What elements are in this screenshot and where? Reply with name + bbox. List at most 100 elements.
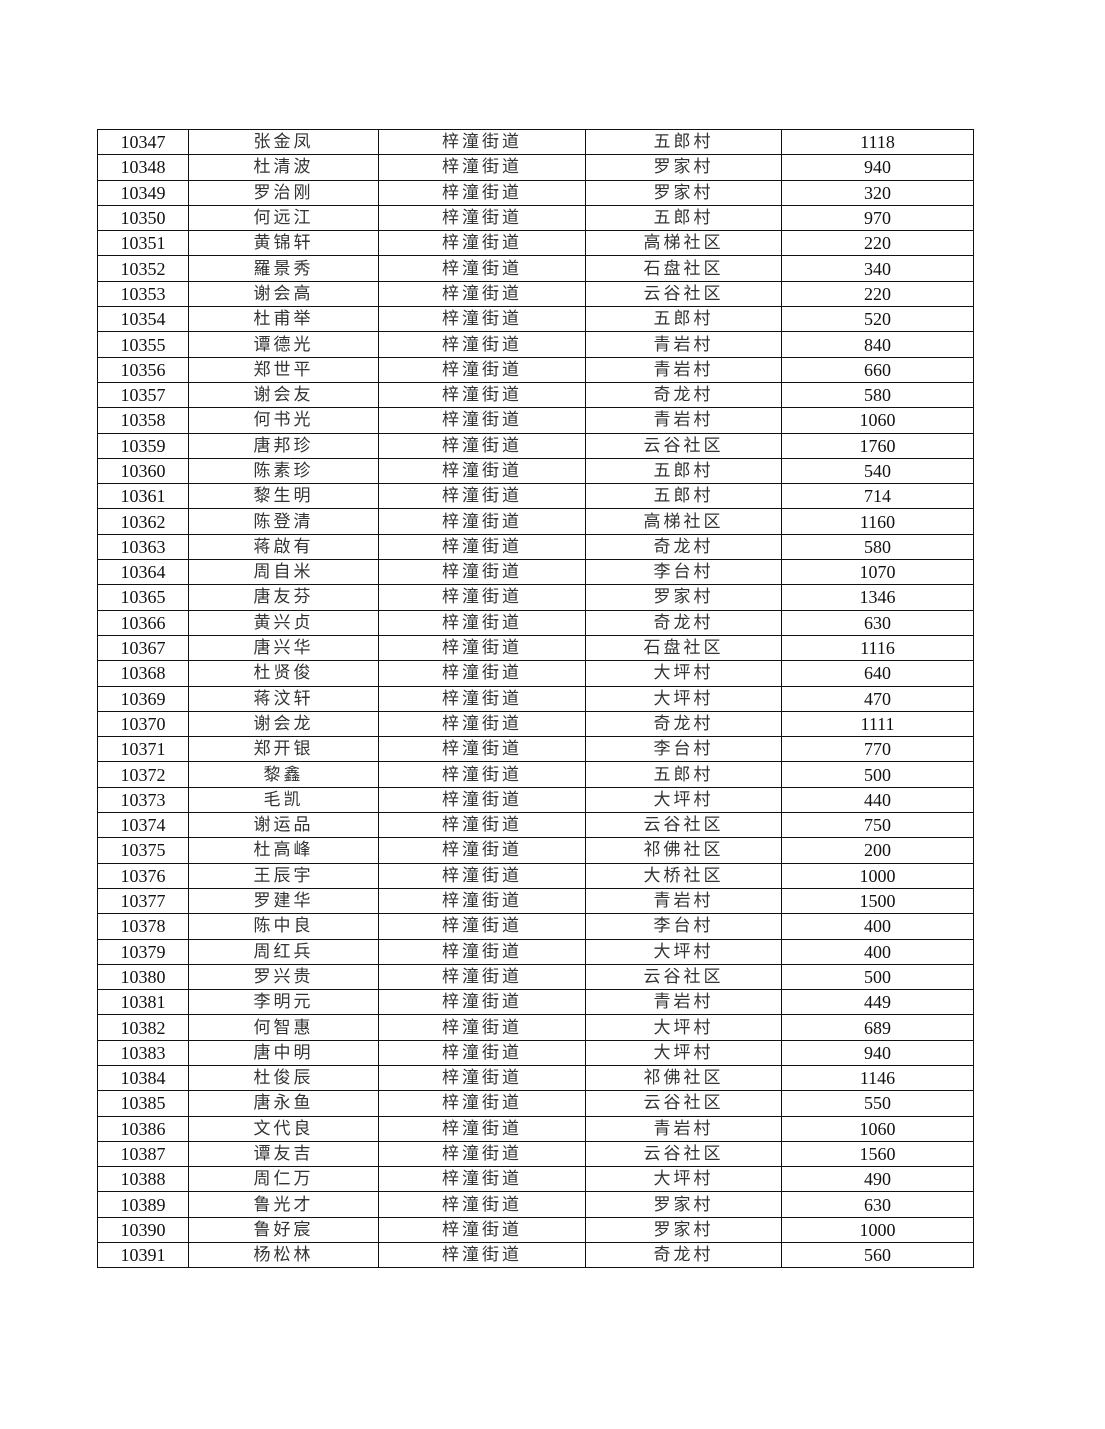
street-cell: 梓潼街道 — [378, 1039, 586, 1066]
person-name-cell: 陈素珍 — [188, 457, 379, 485]
amount-cell: 750 — [781, 812, 974, 839]
street-cell: 梓潼街道 — [378, 837, 586, 864]
amount-cell: 1118 — [781, 128, 974, 156]
record-id-cell: 10379 — [97, 938, 189, 965]
person-name-cell: 陈登清 — [188, 508, 379, 535]
village-cell: 大坪村 — [585, 1039, 782, 1066]
village-cell: 大桥社区 — [585, 862, 782, 889]
village-cell: 李台村 — [585, 736, 782, 763]
amount-cell: 449 — [781, 989, 974, 1016]
table-row: 10349 罗治刚 梓潼街道 罗家村 320 — [97, 179, 974, 206]
record-id-cell: 10366 — [97, 609, 189, 636]
table-row: 10375 杜高峰 梓潼街道 祁佛社区 200 — [97, 837, 974, 864]
street-cell: 梓潼街道 — [378, 887, 586, 915]
amount-cell: 640 — [781, 660, 974, 687]
amount-cell: 320 — [781, 179, 974, 206]
person-name-cell: 杨松林 — [188, 1242, 379, 1269]
street-cell: 梓潼街道 — [378, 609, 586, 636]
village-cell: 青岩村 — [585, 331, 782, 358]
street-cell: 梓潼街道 — [378, 989, 586, 1016]
record-id-cell: 10358 — [97, 407, 189, 434]
amount-cell: 500 — [781, 963, 974, 991]
record-id-cell: 10365 — [97, 584, 189, 611]
street-cell: 梓潼街道 — [378, 306, 586, 333]
table-row: 10391 杨松林 梓潼街道 奇龙村 560 — [97, 1242, 974, 1269]
table-row: 10370 谢会龙 梓潼街道 奇龙村 1111 — [97, 710, 974, 738]
village-cell: 石盘社区 — [585, 255, 782, 282]
amount-cell: 490 — [781, 1166, 974, 1193]
record-id-cell: 10353 — [97, 280, 189, 308]
amount-cell: 1146 — [781, 1064, 974, 1092]
record-id-cell: 10357 — [97, 381, 189, 409]
records-table: 10347 张金凤 梓潼街道 五郎村 1118 10348 杜清波 梓潼街道 罗家村 940 103… — [97, 128, 974, 1269]
amount-cell: 470 — [781, 685, 974, 712]
record-id-cell: 10380 — [97, 963, 189, 991]
person-name-cell: 谭友吉 — [188, 1140, 379, 1168]
person-name-cell: 黄锦轩 — [188, 230, 379, 257]
person-name-cell: 唐永鱼 — [188, 1090, 379, 1117]
village-cell: 李台村 — [585, 559, 782, 586]
table-row: 10365 唐友芬 梓潼街道 罗家村 1346 — [97, 584, 974, 611]
village-cell: 青岩村 — [585, 887, 782, 915]
table-row: 10384 杜俊辰 梓潼街道 祁佛社区 1146 — [97, 1064, 974, 1092]
person-name-cell: 唐友芬 — [188, 584, 379, 611]
table-row: 10374 谢运品 梓潼街道 云谷社区 750 — [97, 812, 974, 839]
village-cell: 奇龙村 — [585, 710, 782, 738]
village-cell: 青岩村 — [585, 1115, 782, 1142]
table-row: 10385 唐永鱼 梓潼街道 云谷社区 550 — [97, 1090, 974, 1117]
person-name-cell: 鲁好宸 — [188, 1216, 379, 1244]
table-row: 10364 周自米 梓潼街道 李台村 1070 — [97, 559, 974, 586]
village-cell: 五郎村 — [585, 204, 782, 232]
person-name-cell: 何书光 — [188, 407, 379, 434]
person-name-cell: 何远江 — [188, 204, 379, 232]
table-row: 10387 谭友吉 梓潼街道 云谷社区 1560 — [97, 1140, 974, 1168]
village-cell: 青岩村 — [585, 989, 782, 1016]
amount-cell: 220 — [781, 280, 974, 308]
record-id-cell: 10374 — [97, 812, 189, 839]
person-name-cell: 谢会高 — [188, 280, 379, 308]
street-cell: 梓潼街道 — [378, 508, 586, 535]
amount-cell: 1346 — [781, 584, 974, 611]
record-id-cell: 10355 — [97, 331, 189, 358]
street-cell: 梓潼街道 — [378, 710, 586, 738]
table-row: 10361 黎生明 梓潼街道 五郎村 714 — [97, 483, 974, 510]
village-cell: 大坪村 — [585, 1166, 782, 1193]
person-name-cell: 唐中明 — [188, 1039, 379, 1066]
amount-cell: 560 — [781, 1242, 974, 1269]
person-name-cell: 张金凤 — [188, 128, 379, 156]
person-name-cell: 陈中良 — [188, 913, 379, 940]
street-cell: 梓潼街道 — [378, 128, 586, 156]
street-cell: 梓潼街道 — [378, 736, 586, 763]
person-name-cell: 郑世平 — [188, 356, 379, 383]
table-row: 10382 何智惠 梓潼街道 大坪村 689 — [97, 1014, 974, 1041]
street-cell: 梓潼街道 — [378, 963, 586, 991]
table-row: 10359 唐邦珍 梓潼街道 云谷社区 1760 — [97, 432, 974, 459]
record-id-cell: 10376 — [97, 862, 189, 889]
table-row: 10368 杜贤俊 梓潼街道 大坪村 640 — [97, 660, 974, 687]
person-name-cell: 杜高峰 — [188, 837, 379, 864]
table-row: 10386 文代良 梓潼街道 青岩村 1060 — [97, 1115, 974, 1142]
record-id-cell: 10371 — [97, 736, 189, 763]
village-cell: 罗家村 — [585, 1216, 782, 1244]
street-cell: 梓潼街道 — [378, 938, 586, 965]
street-cell: 梓潼街道 — [378, 154, 586, 181]
amount-cell: 1116 — [781, 634, 974, 662]
amount-cell: 440 — [781, 786, 974, 814]
record-id-cell: 10362 — [97, 508, 189, 535]
street-cell: 梓潼街道 — [378, 533, 586, 561]
amount-cell: 200 — [781, 837, 974, 864]
table-row: 10367 唐兴华 梓潼街道 石盘社区 1116 — [97, 634, 974, 662]
amount-cell: 400 — [781, 938, 974, 965]
amount-cell: 340 — [781, 255, 974, 282]
person-name-cell: 何智惠 — [188, 1014, 379, 1041]
person-name-cell: 黎生明 — [188, 483, 379, 510]
street-cell: 梓潼街道 — [378, 407, 586, 434]
record-id-cell: 10348 — [97, 154, 189, 181]
record-id-cell: 10386 — [97, 1115, 189, 1142]
amount-cell: 580 — [781, 533, 974, 561]
village-cell: 五郎村 — [585, 761, 782, 788]
village-cell: 云谷社区 — [585, 432, 782, 459]
table-row: 10376 王辰宇 梓潼街道 大桥社区 1000 — [97, 862, 974, 889]
table-row: 10350 何远江 梓潼街道 五郎村 970 — [97, 204, 974, 232]
amount-cell: 500 — [781, 761, 974, 788]
